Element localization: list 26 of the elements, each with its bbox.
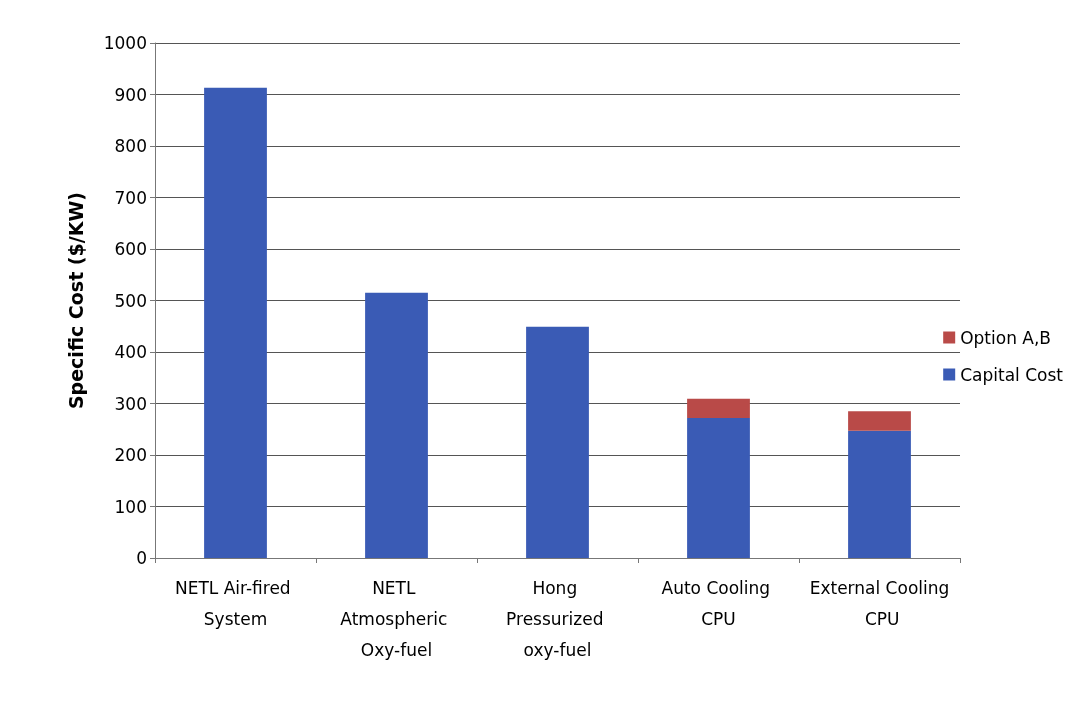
x-tick-label: Hong Pressurized oxy-fuel bbox=[506, 577, 609, 660]
bar bbox=[687, 398, 750, 418]
bar bbox=[365, 292, 428, 558]
x-tick-label: Auto Cooling CPU bbox=[661, 577, 776, 629]
bar bbox=[848, 430, 911, 558]
x-tick-label: NETL Atmospheric Oxy-fuel bbox=[340, 577, 453, 660]
legend-label: Capital Cost bbox=[960, 364, 1064, 385]
legend-label: Option A,B bbox=[960, 327, 1052, 348]
x-tick-label: External Cooling CPU bbox=[809, 577, 950, 629]
y-tick-label: 0 bbox=[136, 548, 147, 568]
y-tick-label: 200 bbox=[114, 445, 147, 465]
y-tick-label: 300 bbox=[114, 393, 147, 414]
y-tick-label: 800 bbox=[114, 136, 147, 156]
y-tick-label: 600 bbox=[114, 239, 147, 259]
y-tick-label: 1000 bbox=[103, 33, 147, 53]
bar bbox=[848, 411, 911, 431]
y-tick-label: 100 bbox=[114, 496, 147, 517]
bar bbox=[687, 417, 750, 558]
x-tick-label: NETL Air-fired System bbox=[174, 577, 297, 629]
y-tick-label: 400 bbox=[114, 342, 147, 362]
y-axis-title: Specific Cost ($/KW) bbox=[64, 191, 87, 410]
y-tick-label: 500 bbox=[114, 290, 147, 311]
y-tick-label: 700 bbox=[114, 187, 147, 208]
y-tick-label: 900 bbox=[114, 84, 147, 105]
bar bbox=[526, 326, 589, 558]
bar bbox=[204, 87, 267, 558]
